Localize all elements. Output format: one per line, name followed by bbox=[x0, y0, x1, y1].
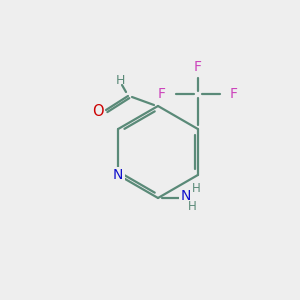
Text: H: H bbox=[188, 200, 196, 212]
Text: F: F bbox=[158, 87, 166, 101]
Text: N: N bbox=[113, 168, 123, 182]
Text: H: H bbox=[192, 182, 200, 196]
Text: H: H bbox=[115, 74, 125, 86]
Text: N: N bbox=[181, 189, 191, 203]
Text: F: F bbox=[194, 60, 202, 74]
Text: O: O bbox=[92, 103, 104, 118]
Text: F: F bbox=[230, 87, 238, 101]
